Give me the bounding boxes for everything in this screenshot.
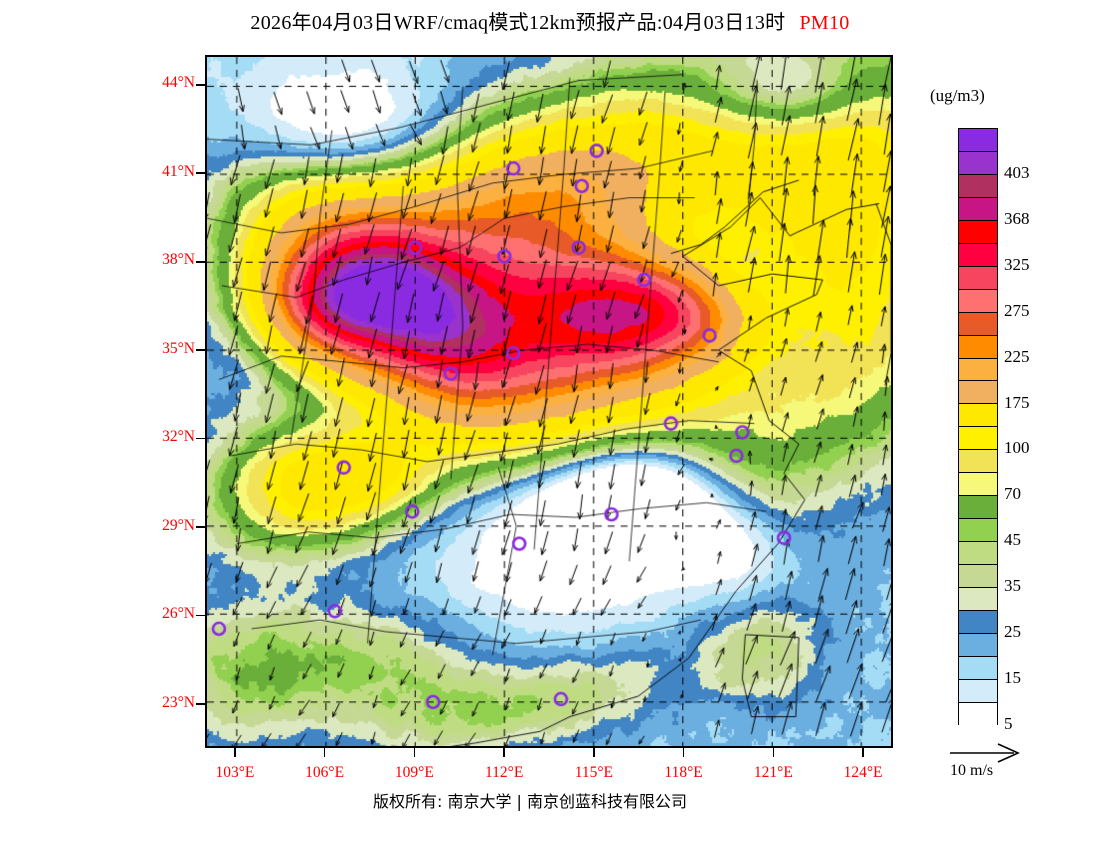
colorbar-band: [959, 496, 997, 520]
y-axis-tick: [196, 437, 205, 440]
colorbar-tick-label: 70: [1004, 484, 1021, 504]
colorbar-band: [959, 679, 997, 703]
colorbar-tick-label: 45: [1004, 530, 1021, 550]
colorbar-band: [959, 220, 997, 244]
y-axis-tick: [196, 703, 205, 705]
y-axis-tick-label: 23°N: [162, 693, 195, 711]
colorbar-band: [959, 381, 997, 405]
colorbar-band: [959, 129, 997, 152]
y-axis-tick-label: 44°N: [162, 74, 195, 92]
colorbar-tick-label: 325: [1004, 254, 1030, 274]
colorbar-band: [959, 197, 997, 221]
colorbar-band: [959, 289, 997, 313]
colorbar-band: [959, 656, 997, 680]
colorbar-band: [959, 542, 997, 566]
y-axis-tick: [196, 614, 205, 617]
colorbar-band: [959, 312, 997, 336]
chart-title: 2026年04月03日WRF/cmaq模式12km预报产品:04月03日13时 P…: [0, 6, 1100, 35]
colorbar-tick-label: 403: [1004, 162, 1030, 182]
x-axis-tick: [323, 748, 326, 757]
x-axis-tick-label: 109°E: [394, 764, 434, 781]
colorbar-band: [959, 588, 997, 612]
y-axis-tick-label: 41°N: [162, 162, 195, 180]
y-axis-tick-label: 26°N: [162, 605, 195, 623]
colorbar-units-label: (ug/m3): [930, 86, 985, 105]
colorbar-band: [959, 519, 997, 543]
colorbar-band: [959, 565, 997, 589]
colorbar-tick-label: 225: [1004, 346, 1030, 366]
x-axis-tick: [682, 748, 685, 757]
colorbar-tick-label: 35: [1004, 576, 1021, 596]
x-axis-tick-label: 115°E: [574, 764, 614, 781]
x-axis-tick: [772, 748, 775, 757]
y-axis-tick-label: 35°N: [162, 339, 195, 357]
x-axis-tick: [234, 748, 236, 757]
x-axis-tick: [593, 748, 595, 757]
colorbar[interactable]: [958, 128, 998, 726]
colorbar-band: [959, 174, 997, 198]
colorbar-band: [959, 611, 997, 634]
colorbar-tick-label: 368: [1004, 208, 1030, 228]
x-axis-tick: [413, 748, 416, 757]
colorbar-band: [959, 633, 997, 657]
y-axis-tick-label: 38°N: [162, 251, 195, 269]
colorbar-band: [959, 151, 997, 175]
y-axis-tick-label: 32°N: [162, 428, 195, 446]
wind-scale-label: 10 m/s: [950, 762, 994, 779]
x-axis-tick-label: 121°E: [753, 764, 793, 781]
y-axis-tick: [196, 526, 205, 528]
colorbar-tick-label: 25: [1004, 622, 1021, 642]
y-axis-tick: [196, 260, 205, 263]
x-axis-tick: [503, 748, 505, 757]
colorbar-band: [959, 450, 997, 474]
y-axis-tick: [196, 349, 205, 351]
y-axis-tick: [196, 172, 205, 175]
colorbar-band: [959, 404, 997, 428]
wind-scale-legend: 10 m/s: [948, 742, 1088, 780]
x-axis-tick-label: 106°E: [305, 764, 345, 781]
x-axis-tick: [862, 748, 864, 757]
x-axis-tick-label: 103°E: [215, 764, 255, 781]
colorbar-band: [959, 335, 997, 359]
copyright-footer: 版权所有: 南京大学 | 南京创蓝科技有限公司: [372, 792, 688, 811]
colorbar-tick-label: 100: [1004, 438, 1030, 458]
colorbar-band: [959, 427, 997, 451]
colorbar-tick-label: 275: [1004, 300, 1030, 320]
x-axis-tick-label: 118°E: [664, 764, 703, 781]
colorbar-band: [959, 358, 997, 382]
right-arrow-icon: [950, 743, 1020, 763]
title-species-label: PM10: [799, 12, 850, 34]
colorbar-tick-label: 15: [1004, 668, 1021, 688]
x-axis-tick-label: 112°E: [484, 764, 524, 781]
colorbar-band: [959, 243, 997, 267]
y-axis-tick-label: 29°N: [162, 516, 195, 534]
pm10-concentration-map[interactable]: [207, 57, 891, 746]
title-main-text: 2026年04月03日WRF/cmaq模式12km预报产品:04月03日13时: [250, 12, 786, 34]
colorbar-band: [959, 473, 997, 497]
x-axis-tick-label: 124°E: [843, 764, 883, 781]
colorbar-band: [959, 266, 997, 290]
colorbar-band: [959, 702, 997, 726]
map-plot-area[interactable]: [205, 55, 893, 748]
colorbar-tick-label: 5: [1004, 714, 1013, 733]
y-axis-tick: [196, 83, 205, 86]
colorbar-tick-label: 175: [1004, 392, 1030, 412]
